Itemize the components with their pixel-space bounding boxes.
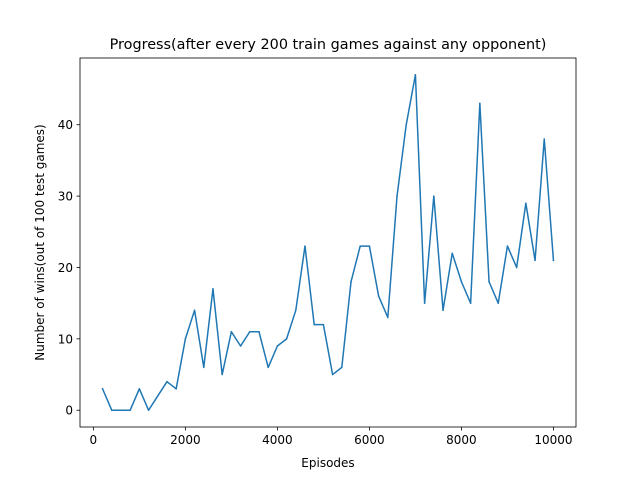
data-point [350,281,352,283]
data-point [193,309,196,312]
data-point [138,388,141,390]
data-point [534,259,536,262]
data-point [497,302,499,304]
data-point [488,281,490,283]
data-point [543,138,546,140]
data-point [525,202,527,204]
x-tick-label: 4000 [262,433,293,447]
x-tick-label: 0 [90,433,98,447]
data-point [175,388,177,390]
data-point [267,366,269,369]
data-point [276,345,279,347]
data-point [285,338,288,340]
data-point [295,309,297,312]
data-point [331,373,334,376]
data-point [423,302,426,304]
data-point [414,74,417,76]
data-point [322,323,325,326]
data-point [184,338,187,340]
data-point [368,245,371,247]
data-point [166,380,168,383]
x-tick-label: 2000 [170,433,201,447]
data-point [221,373,223,376]
data-point [212,288,214,290]
data-point [258,330,260,333]
data-point [479,102,481,105]
data-point [304,245,306,247]
chart-title: Progress(after every 200 train games aga… [110,37,547,53]
y-axis-ticks: 0 10 20 30 40 [58,118,80,418]
series-line [101,74,555,411]
data-point [129,409,131,411]
data-point [341,366,343,369]
data-point [203,366,205,369]
y-tick-label: 40 [58,118,73,132]
data-point [405,123,407,126]
data-point [460,281,463,283]
data-point [101,388,104,390]
x-axis-ticks: 0 2000 4000 6000 8000 10000 [90,427,573,447]
data-point [313,323,315,326]
y-tick-label: 20 [58,261,73,275]
data-point [377,295,380,297]
y-axis-label: Number of wins(out of 100 test games) [33,124,47,361]
data-point [239,345,242,347]
data-point [469,302,472,304]
data-point [387,316,389,319]
data-point [552,259,555,262]
x-tick-label: 8000 [446,433,477,447]
y-tick-label: 30 [58,190,73,204]
data-point [249,330,251,333]
y-tick-label: 0 [65,404,73,418]
data-point [396,195,398,197]
plot-frame [79,57,577,428]
data-point [120,409,122,411]
data-point [451,252,453,254]
data-point [359,245,361,247]
x-tick-label: 6000 [354,433,385,447]
data-point [157,395,159,397]
data-point [433,195,435,197]
data-point [230,330,233,333]
x-tick-label: 10000 [534,433,572,447]
data-point [147,409,150,411]
data-point [442,309,444,312]
data-point [110,409,113,411]
y-tick-label: 10 [58,332,73,346]
x-axis-label: Episodes [301,456,354,470]
data-point [506,245,509,247]
plot-area [101,74,555,411]
data-point [515,266,518,269]
